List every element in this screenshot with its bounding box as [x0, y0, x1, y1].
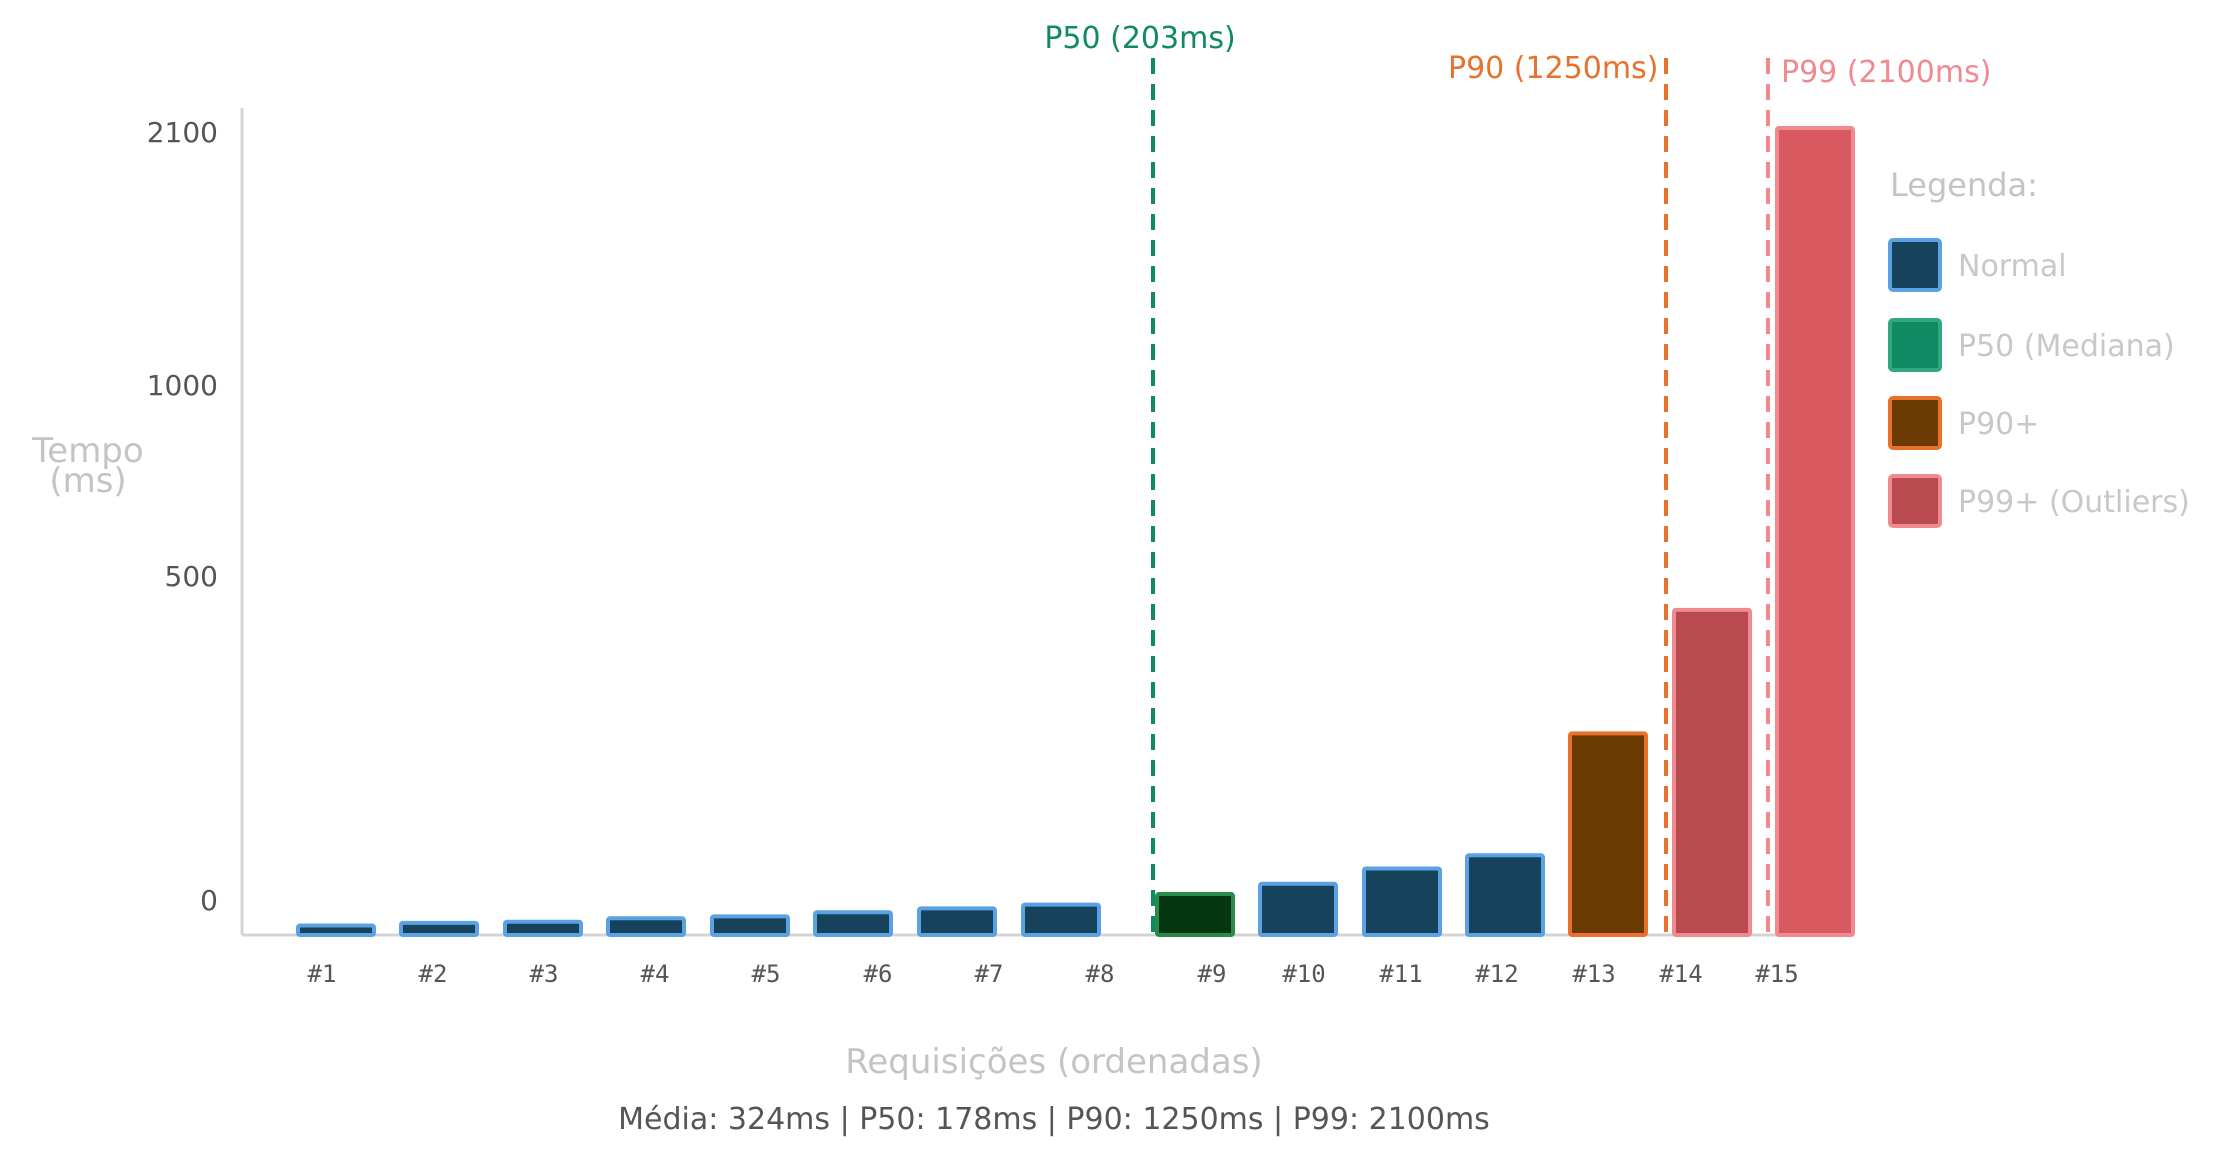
x-tick-label: #12	[1475, 960, 1518, 988]
x-tick-label: #11	[1379, 960, 1422, 988]
x-tick-label: #9	[1198, 960, 1227, 988]
x-tick-label: #7	[975, 960, 1004, 988]
bar-14	[1672, 607, 1752, 938]
x-axis-title: Requisições (ordenadas)	[845, 1042, 1262, 1082]
legend-swatch	[1888, 318, 1942, 372]
legend-label: P99+ (Outliers)	[1958, 485, 2190, 520]
bar-8	[1021, 902, 1101, 937]
bar-11	[1362, 866, 1442, 937]
x-tick-label: #15	[1755, 960, 1798, 988]
reference-line-label: P99 (2100ms)	[1781, 55, 1991, 90]
x-tick-label: #4	[641, 960, 670, 988]
bar-3	[503, 919, 583, 938]
legend-swatch	[1888, 474, 1942, 528]
bar-7	[917, 906, 997, 938]
reference-line-label: P50 (203ms)	[1044, 21, 1235, 56]
x-tick-label: #8	[1086, 960, 1115, 988]
bars	[296, 126, 1855, 938]
x-tick-label: #3	[530, 960, 559, 988]
x-tick-label: #1	[308, 960, 337, 988]
x-tick-label: #5	[752, 960, 781, 988]
x-tick-label: #14	[1659, 960, 1702, 988]
x-tick-label: #6	[864, 960, 893, 988]
bar-6	[813, 910, 893, 938]
bar-1	[296, 923, 376, 937]
x-tick-label: #13	[1572, 960, 1615, 988]
reference-lines: P50 (203ms) P90 (1250ms) P99 (2100ms)	[1044, 21, 1991, 935]
y-tick-labels: 0 500 1000 2100	[147, 116, 218, 917]
legend-label: Normal	[1958, 249, 2067, 284]
x-tick-label: #2	[419, 960, 448, 988]
bar-15	[1775, 126, 1855, 937]
bar-4	[606, 916, 686, 938]
x-tick-labels: #1 #2 #3 #4 #5 #6 #7 #8 #9 #10 #11 #12 #13 #14 #15	[308, 960, 1799, 988]
summary-stats: Média: 324ms | P50: 178ms | P90: 1250ms …	[618, 1102, 1490, 1137]
y-tick-label: 2100	[147, 116, 218, 149]
legend-label: P50 (Mediana)	[1958, 329, 2175, 364]
y-axis-title-line1: Tempo	[31, 431, 143, 471]
bar-5	[710, 914, 790, 938]
x-tick-label: #10	[1282, 960, 1325, 988]
legend: Legenda: Normal P50 (Mediana) P90+ P99+ (Ou…	[1888, 166, 2190, 528]
y-tick-label: 0	[200, 884, 218, 917]
y-tick-label: 500	[165, 560, 218, 593]
bar-13	[1568, 731, 1648, 937]
bar-9	[1155, 891, 1235, 938]
legend-swatch	[1888, 396, 1942, 450]
y-tick-label: 1000	[147, 369, 218, 402]
legend-swatch	[1888, 238, 1942, 292]
reference-line-label: P90 (1250ms)	[1448, 51, 1658, 86]
bar-2	[399, 920, 479, 938]
y-axis-title-line2: (ms)	[49, 461, 126, 501]
legend-label: P90+	[1958, 407, 2039, 442]
bar-12	[1465, 853, 1545, 938]
legend-title: Legenda:	[1890, 166, 2038, 204]
bar-10	[1258, 881, 1338, 938]
